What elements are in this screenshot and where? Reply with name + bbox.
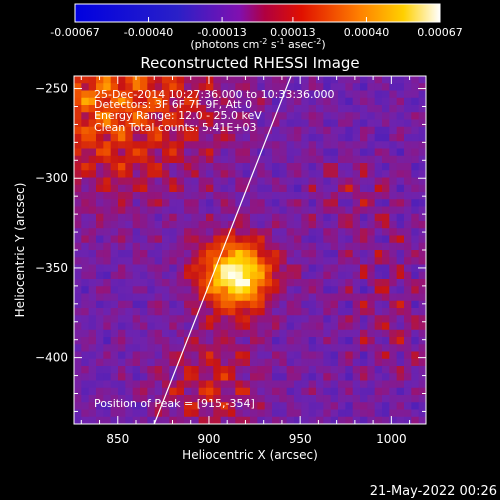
colorbar — [74, 3, 441, 23]
colorbar-tick-label: -0.00040 — [124, 26, 173, 39]
timestamp: 21-May-2022 00:26 — [370, 484, 497, 499]
solar-limb-line — [153, 76, 292, 424]
heatmap-image — [74, 76, 426, 424]
axes: 850 900 950 1000 −400 −350 −300 −250 — [35, 76, 426, 446]
y-tick-label: −400 — [35, 351, 68, 365]
energy-range-label: Energy Range: 12.0 - 25.0 keV — [94, 109, 262, 122]
clean-counts-label: Clean Total counts: 5.41E+03 — [94, 121, 257, 134]
x-tick-label: 900 — [198, 432, 221, 446]
x-axis-label: Heliocentric X (arcsec) — [182, 448, 318, 462]
colorbar-tick-label: 0.00040 — [344, 26, 390, 39]
y-tick-label: −300 — [35, 171, 68, 185]
y-axis-label: Heliocentric Y (arcsec) — [13, 183, 27, 318]
colorbar-tick-label: 0.00067 — [417, 26, 463, 39]
colorbar-tick-label: -0.00013 — [197, 26, 246, 39]
colorbar-tick-label: 0.00013 — [270, 26, 316, 39]
chart-title: Reconstructed RHESSI Image — [140, 54, 359, 72]
x-tick-label: 850 — [106, 432, 129, 446]
detectors-label: Detectors: 3F 6F 7F 9F, Att 0 — [94, 98, 252, 111]
peak-position-label: Position of Peak = [915,-354] — [94, 397, 255, 410]
x-tick-label: 950 — [289, 432, 312, 446]
y-tick-label: −350 — [35, 261, 68, 275]
colorbar-units: (photons cm-2 s-1 asec-2) — [190, 37, 325, 51]
x-tick-label: 1000 — [376, 432, 407, 446]
colorbar-ticks: -0.00067 -0.00040 -0.00013 0.00013 0.00040 0.… — [50, 17, 463, 39]
colorbar-tick-label: -0.00067 — [50, 26, 99, 39]
y-tick-label: −250 — [35, 82, 68, 96]
time-range-label: 25-Dec-2014 10:27:36.000 to 10:33:36.000 — [94, 88, 335, 101]
